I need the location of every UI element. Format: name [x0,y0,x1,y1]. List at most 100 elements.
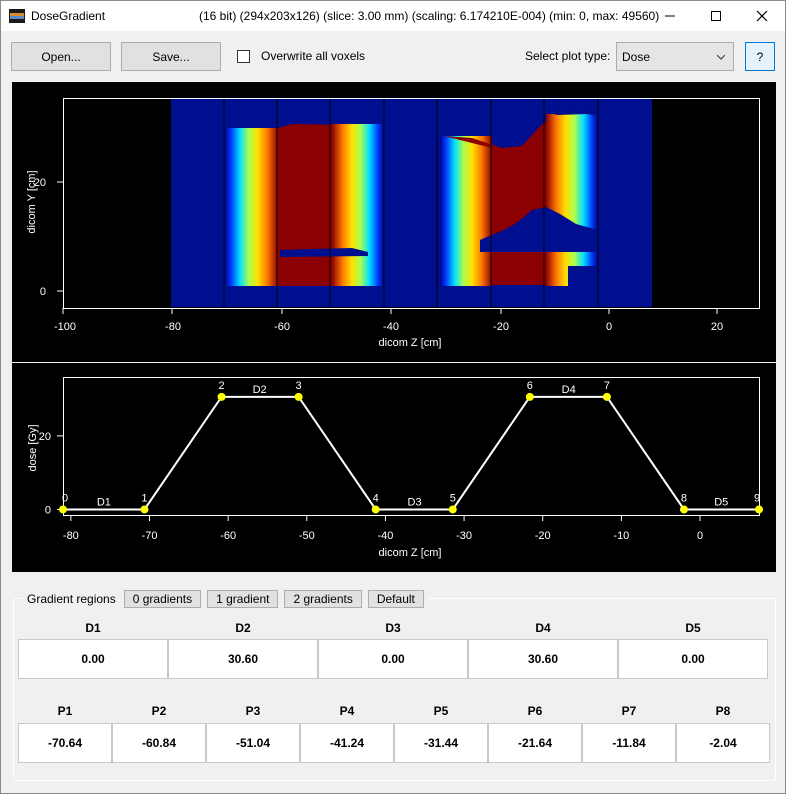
plot-type-select[interactable]: Dose [616,42,734,71]
title-bar: DoseGradient (16 bit) (294x203x126) (sli… [1,1,785,31]
dose-value-cell[interactable]: 0.00 [618,639,768,679]
gradient-point-label: 6 [527,380,533,392]
dose-header: D2 [235,621,251,635]
position-header: P3 [245,704,261,718]
dose-header: D3 [385,621,401,635]
cavity-1 [280,248,368,257]
dose-region-label: D5 [714,496,728,508]
gradient-point-handle[interactable] [602,392,611,401]
dose-profile-line [63,395,759,511]
gradient-regions-header: Gradient regions 0 gradients 1 gradient … [23,589,428,609]
gradient-point-handle[interactable] [59,505,67,514]
close-button[interactable] [739,1,785,31]
dose-value-cell[interactable]: 0.00 [318,639,468,679]
window-title: DoseGradient [31,9,106,23]
slice-lines [223,98,599,307]
profile-y-axis-label: dose [Gy] [27,424,39,471]
gradient-point-label: 4 [373,492,379,504]
cavity-2 [480,207,598,252]
position-value-cell[interactable]: -11.84 [582,723,676,763]
profile-x-tick-label: -80 [63,530,79,542]
profile-y-tick-label: 20 [39,431,51,443]
zero-gradients-button[interactable]: 0 gradients [123,590,202,608]
dose-region-label: D2 [253,384,267,396]
dose-image-plot: -100 -80 -60 -40 -20 0 20 dicom Z [cm] 2… [12,82,776,362]
position-value-cell[interactable]: -51.04 [206,723,300,763]
gradient-point-label: 2 [218,380,224,392]
gradient-regions-title: Gradient regions [27,592,116,606]
plot-type-value: Dose [622,49,651,64]
dose-header: D1 [85,621,101,635]
position-value-cell[interactable]: -60.84 [112,723,206,763]
help-button[interactable]: ? [745,42,775,71]
image-x-axis-label: dicom Z [cm] [379,337,442,349]
gradient-point-handle[interactable] [448,505,457,514]
overwrite-checkbox[interactable] [237,50,250,63]
one-gradient-button[interactable]: 1 gradient [207,590,279,608]
dose-region-ramp-1 [225,128,278,286]
overwrite-label: Overwrite all voxels [261,49,366,63]
profile-x-axis-label: dicom Z [cm] [379,547,442,559]
position-header: P1 [57,704,73,718]
open-button[interactable]: Open... [11,42,111,71]
image-info: (16 bit) (294x203x126) (slice: 3.00 mm) … [199,9,660,23]
position-value-cell[interactable]: -31.44 [394,723,488,763]
image-x-tick-label: -20 [493,321,509,333]
save-button[interactable]: Save... [121,42,221,71]
gradient-point-handle[interactable] [140,505,149,514]
position-value-cell[interactable]: -41.24 [300,723,394,763]
position-value-cell[interactable]: -2.04 [676,723,770,763]
dose-profile-plot: -80 -70 -60 -50 -40 -30 -20 -10 0 0 20 D1 D2 D3 D4 D5 0… [12,363,776,572]
minimize-icon [665,15,675,17]
position-header: P8 [715,704,731,718]
profile-x-tick-label: -30 [456,530,472,542]
cavity-3 [568,266,598,286]
dose-region-ramp-3 [440,136,492,286]
gradient-point-label: 8 [681,492,687,504]
position-header: P4 [339,704,355,718]
toolbar: Open... Save... Overwrite all voxels Sel… [1,31,785,81]
gradient-point-label: 9 [754,492,760,504]
dose-region-label: D3 [408,496,422,508]
position-value-cell[interactable]: -21.64 [488,723,582,763]
image-x-tick-label: -80 [165,321,181,333]
image-y-tick-label: 20 [34,177,46,189]
gradient-point-handle[interactable] [294,392,303,401]
dose-region-label: D4 [562,384,576,396]
profile-x-tick-label: -50 [299,530,315,542]
dose-region-ramp-4 [546,114,598,286]
gradient-point-label: 0 [62,492,68,504]
gradient-point-label: 5 [450,492,456,504]
gradient-point-label: 3 [296,380,302,392]
image-x-tick-label: 20 [711,321,723,333]
gradient-point-handle[interactable] [525,392,534,401]
image-y-axis-label: dicom Y [cm] [26,170,38,233]
dose-value-cell[interactable]: 0.00 [18,639,168,679]
dose-value-cell[interactable]: 30.60 [168,639,318,679]
profile-x-tick-label: 0 [697,530,703,542]
minimize-button[interactable] [647,1,693,31]
gradient-point-label: 7 [604,380,610,392]
gradient-point-handle[interactable] [755,505,763,514]
two-gradients-button[interactable]: 2 gradients [284,590,362,608]
dose-value-cell[interactable]: 30.60 [468,639,618,679]
gradient-point-handle[interactable] [217,392,226,401]
default-button[interactable]: Default [367,590,424,608]
profile-x-tick-label: -20 [535,530,551,542]
profile-x-tick-label: -70 [142,530,158,542]
dose-region-ramp-2 [332,124,384,286]
image-x-tick-label: -100 [54,321,76,333]
close-icon [756,10,768,22]
position-value-cell[interactable]: -70.64 [18,723,112,763]
position-header: P5 [433,704,449,718]
dose-header: D5 [685,621,701,635]
maximize-button[interactable] [693,1,739,31]
gradient-point-handle[interactable] [679,505,688,514]
gradient-point-handle[interactable] [371,505,380,514]
image-x-tick-label: -40 [383,321,399,333]
app-icon [9,9,25,23]
profile-x-tick-label: -10 [613,530,629,542]
position-header: P2 [151,704,167,718]
